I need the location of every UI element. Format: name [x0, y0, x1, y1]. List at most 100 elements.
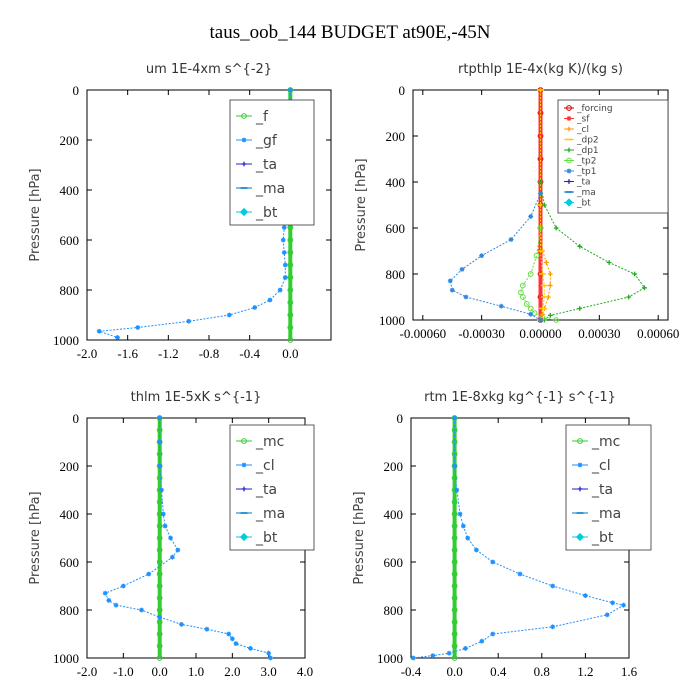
panel-2-ytick-label: 400 — [386, 175, 406, 190]
panel-2-series-point — [527, 271, 534, 277]
panel-2-ytick-label: 1000 — [379, 313, 405, 328]
panel-3-series-point — [146, 571, 152, 577]
panel-2-series-point — [626, 294, 632, 300]
panel-2-series-line-6 — [520, 227, 557, 321]
panel-3-xtick-label: 0.0 — [152, 664, 168, 679]
panel-1-ytick-label: 0 — [73, 83, 80, 98]
panel-2-ytick-label: 800 — [386, 267, 406, 282]
panel-4-series-point — [430, 653, 436, 658]
panel-2-legend — [557, 99, 669, 214]
panel-2-series-point — [553, 317, 560, 323]
panel-4-xtick-label: 0.0 — [446, 664, 462, 679]
panel-4-series-point — [451, 631, 458, 637]
panel-3-legend-marker — [241, 462, 247, 468]
panel-3-ytick-label: 600 — [60, 555, 80, 570]
panel-4-ytick-label: 400 — [384, 507, 404, 522]
panel-1-series-point — [287, 274, 294, 281]
panel-2-series-point — [538, 191, 543, 196]
panel-1-series-point — [115, 335, 120, 340]
panel-4-series-point — [465, 535, 471, 541]
panel-4-series-point — [474, 547, 479, 553]
panel-1-legend-marker — [239, 207, 249, 217]
panel-2-series-point — [577, 244, 583, 249]
panel-3-series-point — [233, 641, 239, 646]
panel-2-legend-marker — [566, 179, 572, 184]
panel-2-ytick-label: 600 — [386, 221, 406, 236]
panel-3-title: thlm 1E-5xK s^{-1} — [131, 390, 262, 405]
panel-4-xtick-label: 0.4 — [490, 664, 507, 679]
panel-1-xtick-label: -1.6 — [117, 346, 138, 361]
panel-2-legend-label: _cl — [576, 125, 589, 135]
panel-2-legend-marker — [564, 198, 574, 207]
panel-1-series-point — [287, 287, 294, 293]
panel-4-series-point — [410, 655, 416, 661]
panel-4-series-point — [451, 571, 458, 577]
panel-3-xtick-label: -1.0 — [113, 664, 134, 679]
panel-3-series-point — [159, 487, 164, 493]
panel-4-legend-label: _ma — [591, 506, 621, 522]
panel-1-series-point — [282, 275, 288, 280]
panel-2-series-point — [508, 237, 514, 242]
panel-3-series-point — [156, 643, 163, 649]
panel-4-series-point — [621, 602, 626, 608]
panel-4-series-point — [517, 571, 523, 577]
panel-2-series-point — [577, 306, 583, 311]
panel-2-series-point — [463, 294, 469, 300]
panel-2-ytick-label: 200 — [386, 129, 406, 144]
panel-3-ytick-label: 1000 — [53, 651, 79, 666]
panel-2-series-point — [519, 294, 526, 300]
panel-4-series-point — [451, 547, 458, 553]
panel-1-legend-label: _ma — [255, 181, 285, 197]
panel-2-legend-label: _dp2 — [576, 136, 599, 146]
panel-1-xtick-label: -1.2 — [158, 346, 179, 361]
panel-3-series-point — [175, 547, 181, 553]
panel-1-ytick-label: 200 — [60, 133, 80, 148]
panel-1-series-point — [287, 299, 294, 306]
panel-3-legend-marker — [241, 438, 247, 444]
panel-1-series-point — [287, 237, 294, 243]
panel-2-xtick-label: -0.00030 — [458, 326, 505, 341]
panel-3-legend-label: _cl — [255, 458, 275, 474]
panel-3-xtick-label: 1.0 — [188, 664, 204, 679]
panel-3-series-point — [156, 475, 163, 481]
panel-4-series-point — [451, 583, 458, 589]
panel-2-legend-label: _ma — [576, 188, 596, 198]
panel-2-series-point — [449, 287, 455, 293]
panel-2-series-point — [447, 278, 453, 284]
panel-2-series-point — [528, 214, 534, 219]
panel-3-series-point — [157, 439, 163, 445]
panel-3-series-point — [156, 451, 163, 457]
panel-4-legend-marker — [577, 462, 583, 468]
panel-1-series-point — [281, 250, 287, 255]
panel-4-series-point — [451, 451, 458, 457]
panel-2-series-point — [547, 283, 553, 288]
panel-3-xtick-label: -2.0 — [77, 664, 98, 679]
panel-3-series-point — [102, 590, 108, 596]
panel-4-series-point — [451, 475, 458, 481]
panel-1-series-point — [186, 318, 192, 324]
panel-4-series-point — [446, 650, 452, 656]
panel-4-ytick-label: 600 — [384, 555, 404, 570]
panel-1-series-point — [226, 312, 232, 318]
panel-2-legend-label: _sf — [576, 115, 590, 125]
panel-2-series-point — [547, 313, 553, 318]
panel-2-legend-label: _ta — [576, 178, 591, 188]
panel-1-series-point — [281, 225, 287, 230]
panel-2-series-point — [538, 317, 543, 323]
panel-1-xtick-label: 0.0 — [282, 346, 298, 361]
panel-4-series-point — [451, 511, 458, 517]
panel-4-legend-label: _ta — [591, 482, 613, 498]
panel-2-series-point — [606, 260, 612, 265]
panel-2-series-point — [642, 285, 647, 291]
panel-3-ytick-label: 400 — [60, 507, 80, 522]
panel-1-series-point — [267, 297, 273, 303]
panel-4-series-point — [610, 600, 616, 606]
panel-1-legend-marker — [241, 161, 247, 167]
panel-4-series-point — [452, 463, 457, 469]
panel-1-xtick-label: -0.4 — [239, 346, 260, 361]
panel-4-series-point — [451, 595, 458, 601]
panel-3-series-point — [266, 650, 272, 656]
panel-3-series-point — [120, 583, 126, 589]
panel-1-ytick-label: 400 — [60, 183, 80, 198]
panel-2-legend-marker — [566, 126, 572, 132]
